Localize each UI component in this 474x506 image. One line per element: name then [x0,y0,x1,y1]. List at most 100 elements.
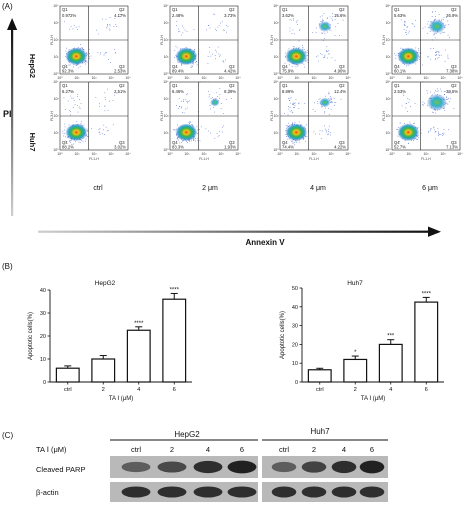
quadrant-value-q2: 15.6% [334,13,346,18]
bar [126,329,151,383]
x-tick-label: 10⁴ [125,152,131,156]
quadrant-name: Q4 [394,64,400,69]
significance-marker: **** [170,287,180,293]
y-tick-label: 10 [40,357,46,363]
x-tick-label: 10⁴ [457,76,463,80]
x-tick-label: 10⁰ [167,76,173,80]
quadrant-value-q1: 5.63% [394,13,406,18]
x-tick-label: 10³ [109,152,115,156]
y-tick-label: 10⁴ [163,4,169,8]
quadrant-name: Q2 [119,83,125,88]
quadrant-value-q3: 4.90% [334,69,346,74]
x-tick-label: 10¹ [295,152,301,156]
blot-title-huh7: Huh7 [310,427,330,436]
quadrant-name: Q2 [339,83,345,88]
quadrant-name: Q3 [229,64,235,69]
y-tick-label: 10⁴ [273,4,279,8]
y-tick-label: 10⁴ [385,80,391,84]
y-tick-label: 40 [40,288,46,294]
blot-band [121,486,151,498]
fl3-axis-label: FL3-H [160,35,164,45]
blot-row-label-cleaved-parp: Cleaved PARP [36,465,85,474]
panel-c-label: (C) [2,431,13,440]
fl1-axis-label: FL1-H [309,157,319,161]
x-tick-label: ctrl [316,387,324,393]
quadrant-value-q2: 12.4% [334,89,346,94]
y-tick-label: 10³ [54,97,60,101]
quadrant-name: Q4 [172,64,178,69]
chart-title: HepG2 [95,280,116,287]
quadrant-value-q1: 0.972% [62,13,76,18]
quadrant-name: Q3 [119,64,125,69]
quadrant-value-q2: 39.5% [446,89,458,94]
quadrant-value-q3: 1.93% [224,145,236,150]
quadrant-value-q1: 6.46% [172,89,184,94]
x-tick-label: 10⁰ [389,152,395,156]
quadrant-name: Q1 [282,83,288,88]
quadrant-value-q3: 2.53% [114,69,126,74]
lane-label: ctrl [131,445,141,454]
x-tick-label: 10² [424,152,430,156]
y-tick-label: 10⁰ [385,72,391,76]
y-axis-label: Apoptotic cells(%) [28,312,34,360]
quadrant-name: Q3 [119,140,125,145]
column-label-6um: 6 μm [422,185,438,192]
x-tick-label: 10⁰ [167,152,173,156]
density-core [397,123,420,142]
quadrant-value-q4: 60.1% [394,69,406,74]
blot-band [121,461,151,473]
fl3-axis-label: FL3-H [160,111,164,121]
y-tick-label: 10³ [274,97,280,101]
quadrant-name: Q3 [229,140,235,145]
fl3-axis-label: FL3-H [382,35,386,45]
fl1-axis-label: FL1-H [89,157,99,161]
quadrant-name: Q4 [282,64,288,69]
y-tick-label: 10¹ [54,55,60,59]
quadrant-value-q3: 4.22% [334,145,346,150]
y-tick-label: 10⁰ [385,148,391,152]
y-tick-label: 10⁰ [163,72,169,76]
x-tick-label: 10¹ [75,152,81,156]
blot-row-label-beta-actin: β-actin [36,488,59,497]
quadrant-value-q2: 4.17% [114,13,126,18]
significance-marker: **** [134,321,144,327]
fl3-axis-label: FL3-H [270,35,274,45]
quadrant-name: Q1 [62,7,68,12]
quadrant-name: Q4 [282,140,288,145]
treatment-label: TA Ⅰ (μM) [36,445,67,454]
x-tick-label: 6 [425,387,428,393]
x-tick-label: 10² [424,76,430,80]
y-tick-label: 10⁰ [273,148,279,152]
x-tick-label: 10⁴ [457,152,463,156]
quadrant-value-q4: 88.2% [62,145,74,150]
x-tick-label: 10² [202,152,208,156]
quadrant-value-q2: 3.73% [224,13,236,18]
density-apoptotic [319,97,331,108]
y-tick-label: 10² [54,38,60,42]
x-tick-label: 10³ [441,76,447,80]
blot-band [359,460,385,474]
quadrant-value-q4: 83.3% [172,145,184,150]
lane-label: 2 [170,445,174,454]
x-tick-label: 10¹ [185,76,191,80]
quadrant-name: Q1 [282,7,288,12]
y-tick-label: 10² [274,114,280,118]
column-label-2um: 2 μm [202,185,218,192]
blot-band [331,486,357,498]
quadrant-value-q2: 8.39% [224,89,236,94]
x-tick-label: 10³ [219,152,225,156]
quadrant-value-q4: 52.7% [394,145,406,150]
y-tick-label: 10¹ [386,55,392,59]
quadrant-name: Q1 [172,83,178,88]
quadrant-value-q1: 2.48% [172,13,184,18]
y-tick-label: 10⁰ [53,72,59,76]
x-tick-label: 10¹ [75,76,81,80]
y-tick-label: 0 [43,380,46,386]
quadrant-name: Q1 [172,7,178,12]
y-tick-label: 10² [386,38,392,42]
x-tick-label: 4 [137,387,141,393]
density-core [397,47,420,66]
